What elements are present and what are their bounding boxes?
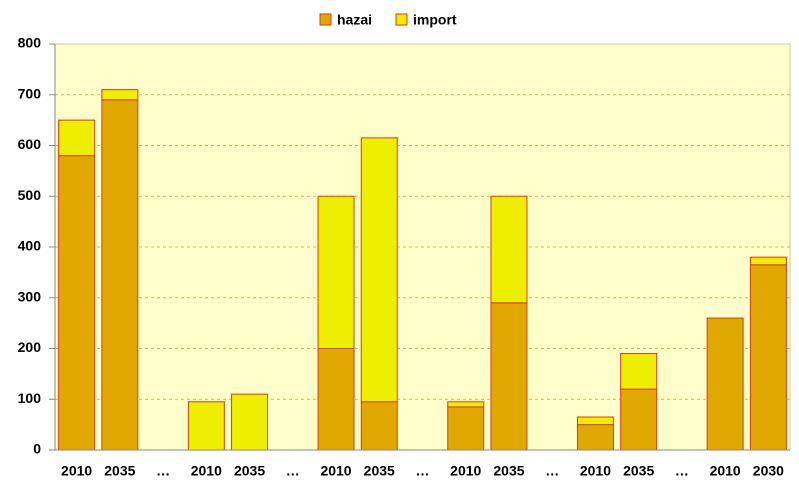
bar-segment: [187, 401, 225, 451]
bar-segment: [620, 353, 658, 390]
bar-segment: [360, 401, 398, 451]
x-tick-label: 2035: [623, 463, 654, 479]
y-tick-label: 100: [18, 390, 42, 406]
x-tick-label: 2035: [234, 463, 265, 479]
bar-segment: [58, 119, 96, 157]
bar-segment: [101, 89, 139, 101]
bar-segment: [490, 195, 528, 304]
x-tick-label: 2035: [104, 463, 135, 479]
x-tick-label: 2010: [710, 463, 741, 479]
bar-segment: [447, 401, 485, 408]
y-tick-label: 700: [18, 85, 42, 101]
legend-label: hazai: [337, 12, 372, 28]
bar-segment: [231, 393, 269, 451]
x-tick-label: …: [156, 463, 170, 479]
x-tick-label: 2010: [61, 463, 92, 479]
bar-segment: [317, 195, 355, 349]
x-tick-label: 2010: [450, 463, 481, 479]
x-tick-label: 2035: [364, 463, 395, 479]
y-tick-label: 400: [18, 238, 42, 254]
x-tick-label: …: [416, 463, 430, 479]
bar-segment: [576, 416, 614, 426]
bar-segment: [447, 406, 485, 451]
y-tick-label: 600: [18, 136, 42, 152]
y-tick-label: 300: [18, 288, 42, 304]
bar-segment: [749, 256, 787, 266]
y-tick-label: 800: [18, 35, 42, 51]
x-tick-label: …: [545, 463, 559, 479]
bar-segment: [317, 348, 355, 451]
x-tick-label: 2010: [191, 463, 222, 479]
x-tick-label: 2030: [753, 463, 784, 479]
legend-swatch: [319, 13, 332, 26]
y-tick-label: 0: [33, 441, 41, 457]
bar-segment: [101, 99, 139, 451]
legend-swatch: [395, 13, 408, 26]
y-tick-label: 500: [18, 187, 42, 203]
bar-segment: [490, 302, 528, 451]
bar-segment: [620, 388, 658, 451]
bar-segment: [706, 317, 744, 451]
x-tick-label: 2010: [320, 463, 351, 479]
x-tick-label: …: [286, 463, 300, 479]
legend-label: import: [413, 12, 457, 28]
bar-segment: [749, 264, 787, 451]
x-tick-label: …: [675, 463, 689, 479]
bar-segment: [360, 137, 398, 403]
y-tick-label: 200: [18, 339, 42, 355]
bar-segment: [576, 424, 614, 451]
x-tick-label: 2010: [580, 463, 611, 479]
x-tick-label: 2035: [493, 463, 524, 479]
bar-segment: [58, 155, 96, 451]
